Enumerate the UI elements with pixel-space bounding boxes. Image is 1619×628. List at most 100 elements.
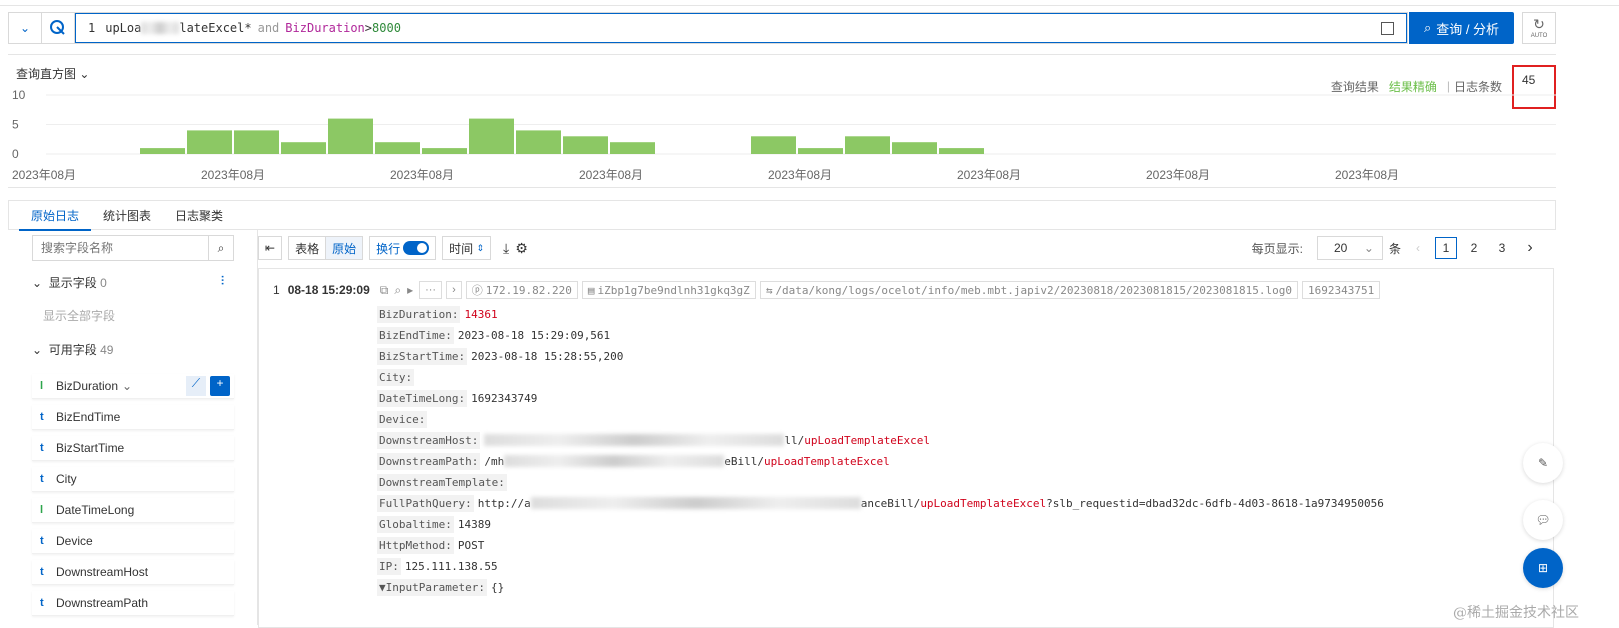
histogram-chart[interactable]: 10 5 0 2023年08月 2023年08月 2023年08月 2023年08月 2023… <box>8 85 1556 189</box>
show-all-fields-link[interactable]: 显示全部字段 <box>43 309 116 323</box>
field-item[interactable]: t DownstreamPath <box>32 591 234 616</box>
server-icon: ▤ <box>587 283 595 297</box>
page-size-select[interactable]: 20 ⌄ <box>1316 236 1383 260</box>
source-ip-tag[interactable]: ⓟ 172.19.82.220 <box>465 281 578 299</box>
field-item[interactable]: l DateTimeLong <box>32 498 234 523</box>
log-entry: 1 08-18 15:29:09 ⧉ ⌕ ▸ ··· › ⓟ 172.19.82.… <box>258 268 1554 628</box>
collapse-sidebar-icon[interactable]: ⇤ <box>258 236 283 260</box>
add-field-button[interactable]: + <box>210 376 230 396</box>
x-tick-label: 2023年08月 <box>1335 168 1399 182</box>
download-icon[interactable]: ⤓ <box>503 239 510 256</box>
page-3[interactable]: 3 <box>1498 241 1506 255</box>
histogram-title[interactable]: 查询直方图 ⌄ <box>16 65 89 82</box>
query-input[interactable]: 1 upLoa lateExcel* and BizDuration >8000 <box>75 13 1407 43</box>
query-bar: ⌄ 1 upLoa lateExcel* and BizDuration >8000 <box>8 12 1408 44</box>
histogram-bar[interactable] <box>469 118 514 154</box>
apps-button[interactable]: ⊞ <box>1523 548 1563 588</box>
field-value: 2023-08-18 15:28:55,200 <box>471 349 624 363</box>
histogram-bar[interactable] <box>281 142 326 154</box>
field-value: ll/ <box>784 433 805 447</box>
file-icon[interactable]: ▸ <box>407 283 414 297</box>
field-name: BizStartTime <box>56 441 125 455</box>
wrap-toggle[interactable]: 换行 <box>369 236 437 260</box>
gear-icon[interactable]: ⚙ <box>515 239 528 256</box>
page-1[interactable]: 1 <box>1435 237 1457 259</box>
shown-fields-header[interactable]: ⌄ 显示字段 0 <box>32 274 107 291</box>
histogram-bar[interactable] <box>939 148 984 154</box>
query-submit-button[interactable]: ⌕ 查询 / 分析 <box>1409 12 1514 44</box>
available-fields-header[interactable]: ⌄ 可用字段 49 <box>32 341 113 358</box>
field-name: City <box>56 472 77 486</box>
chevron-right-icon[interactable]: › <box>446 281 462 299</box>
file-path-tag[interactable]: ⇆/data/kong/logs/ocelot/info/meb.mbt.jap… <box>759 281 1298 299</box>
histogram-bar[interactable] <box>375 142 420 154</box>
field-item[interactable]: t City <box>32 467 234 492</box>
histogram-bar[interactable] <box>516 130 561 154</box>
ip-icon: ⓟ <box>471 284 483 297</box>
page-2[interactable]: 2 <box>1470 241 1478 255</box>
log-field: BizStartTime: 2023-08-18 15:28:55,200 <box>377 347 623 365</box>
time-label: 时间 <box>449 241 474 256</box>
auto-refresh-button[interactable]: ↻ AUTO <box>1522 12 1556 44</box>
next-page-button[interactable]: › <box>1527 239 1533 256</box>
edit-button[interactable]: ✎ <box>1523 443 1563 483</box>
raw-view-button[interactable]: 原始 <box>326 236 364 260</box>
x-tick-label: 2023年08月 <box>12 168 76 182</box>
field-type-icon: t <box>40 473 44 485</box>
chevron-down-icon[interactable]: ⌄ <box>9 13 42 43</box>
wrap-label: 换行 <box>376 241 401 256</box>
histogram-bar[interactable] <box>845 136 890 154</box>
feedback-button[interactable]: 💬︎ <box>1523 500 1563 540</box>
histogram-bar[interactable] <box>563 136 608 154</box>
histogram-bar[interactable] <box>140 148 185 154</box>
field-sidebar: ⌕ ⌄ 显示字段 0 ⫶ 显示全部字段 ⌄ 可用字段 49 l BizDurati… <box>18 230 246 625</box>
histogram-bar[interactable] <box>892 142 937 154</box>
field-key: DownstreamPath: <box>377 452 481 470</box>
more-icon[interactable]: ··· <box>419 281 443 299</box>
timestamp-tag[interactable]: 1692343751 <box>1302 281 1381 299</box>
ip-value: 172.19.82.220 <box>485 283 572 297</box>
prev-page-button[interactable]: ‹ <box>1416 241 1420 255</box>
log-field: BizEndTime: 2023-08-18 15:29:09,561 <box>377 326 610 344</box>
histogram-bar[interactable] <box>798 148 843 154</box>
redacted <box>141 22 180 34</box>
hostname-tag[interactable]: ▤ iZbp1g7be9ndlnh31gkq3gZ <box>581 281 756 299</box>
field-value: http://a <box>477 496 531 510</box>
field-item[interactable]: t Device <box>32 529 234 554</box>
search-icon[interactable]: ⌕ <box>208 236 233 260</box>
field-key: DateTimeLong: <box>377 389 468 407</box>
query-mode-icon[interactable] <box>42 13 75 43</box>
histogram-bar[interactable] <box>187 130 232 154</box>
field-value: POST <box>457 538 485 552</box>
log-field: IP: 125.111.138.55 <box>377 557 498 575</box>
field-key: City: <box>377 368 415 386</box>
histogram-bar[interactable] <box>328 118 373 154</box>
field-settings-icon[interactable]: ⫶ <box>221 274 225 288</box>
field-item[interactable]: t BizEndTime <box>32 405 234 430</box>
field-item[interactable]: l BizDuration ⌄ ⟋ + <box>32 374 234 399</box>
field-value: 1692343749 <box>471 391 538 405</box>
chart-icon[interactable]: ⟋ <box>186 376 206 396</box>
context-search-icon[interactable]: ⌕ <box>394 282 402 297</box>
tab-clusters[interactable]: 日志聚类 <box>175 209 224 223</box>
field-item[interactable]: t DownstreamHost <box>32 560 234 585</box>
copy-icon[interactable]: ⧉ <box>379 282 389 297</box>
format-icon[interactable] <box>1381 22 1394 35</box>
x-tick-label: 2023年08月 <box>957 168 1021 182</box>
histogram-bar[interactable] <box>751 136 796 154</box>
tab-raw-logs[interactable]: 原始日志 <box>19 201 92 231</box>
time-sort-button[interactable]: 时间 ⇕ <box>442 236 492 260</box>
histogram-bar[interactable] <box>610 142 655 154</box>
histogram-bar[interactable] <box>234 130 279 154</box>
field-value: anceBill/ <box>860 496 921 510</box>
histogram-bar[interactable] <box>422 148 467 154</box>
x-tick-label: 2023年08月 <box>201 168 265 182</box>
redacted <box>484 434 785 446</box>
field-value: /mh <box>484 454 505 468</box>
field-item[interactable]: t BizStartTime <box>32 436 234 461</box>
page-size-value: 20 <box>1333 241 1348 255</box>
tab-charts[interactable]: 统计图表 <box>103 209 152 223</box>
table-view-button[interactable]: 表格 <box>288 236 327 260</box>
field-search-input[interactable] <box>33 236 208 260</box>
field-name: DownstreamHost <box>56 565 149 579</box>
